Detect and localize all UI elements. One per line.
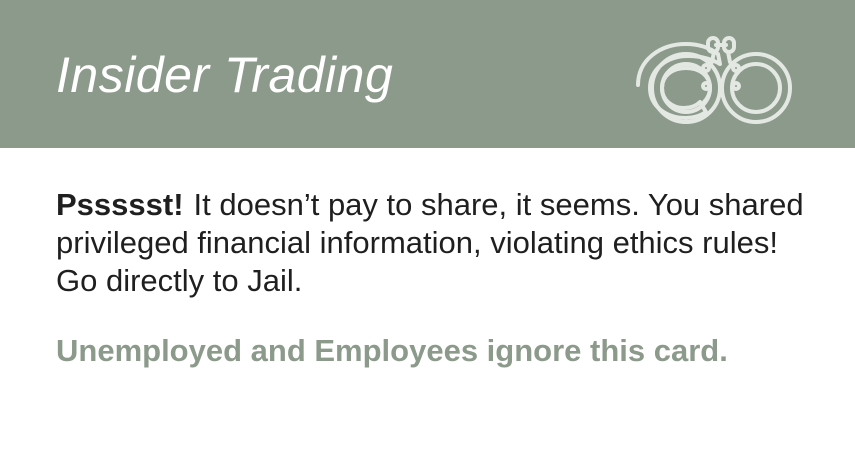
card-title: Insider Trading [56,47,394,103]
card-body: It doesn’t pay to share, it seems. You s… [56,187,804,298]
card-body-text: Pssssst! It doesn’t pay to share, it seem… [56,186,816,300]
card-header: Insider Trading [0,0,855,148]
card-lead: Pssssst! [56,187,184,222]
card-exception: Unemployed and Employees ignore this car… [56,333,728,368]
handcuffs-icon [636,36,792,124]
